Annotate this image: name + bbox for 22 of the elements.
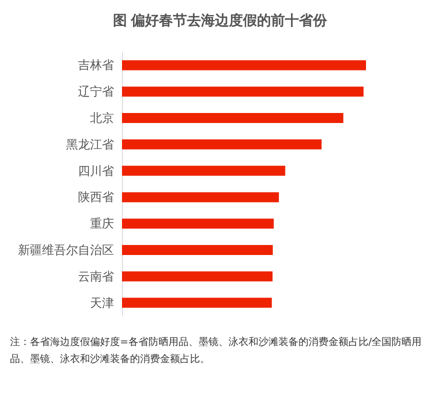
chart-title: 图 偏好春节去海边度假的前十省份 <box>113 12 328 28</box>
y-tick-label: 四川省 <box>78 164 114 178</box>
y-tick-label: 陕西省 <box>78 190 114 204</box>
bar <box>122 60 366 70</box>
y-tick-label: 辽宁省 <box>78 84 114 99</box>
bar <box>122 192 279 202</box>
bar <box>122 113 344 123</box>
bar <box>122 166 286 176</box>
bar <box>122 86 364 97</box>
y-tick-label: 北京 <box>90 111 114 125</box>
y-tick-label: 新疆维吾尔自治区 <box>18 243 114 257</box>
y-tick-label: 重庆 <box>90 216 114 231</box>
y-tick-label: 吉林省 <box>78 58 114 72</box>
y-tick-label: 云南省 <box>78 269 114 284</box>
bar <box>122 245 273 255</box>
text: 注：各省海边度假偏好度=各省防晒用品、墨镜、泳衣和沙滩装备的消费金额占比/全国防晒用品、墨镜、泳衣和沙滩装备的消费金额占比。 <box>10 336 423 367</box>
bar <box>122 298 272 308</box>
bar <box>122 218 274 229</box>
y-tick-label: 黑龙江省 <box>66 137 114 152</box>
bar <box>122 271 273 282</box>
y-tick-label: 天津 <box>90 296 114 310</box>
bar <box>122 139 322 150</box>
